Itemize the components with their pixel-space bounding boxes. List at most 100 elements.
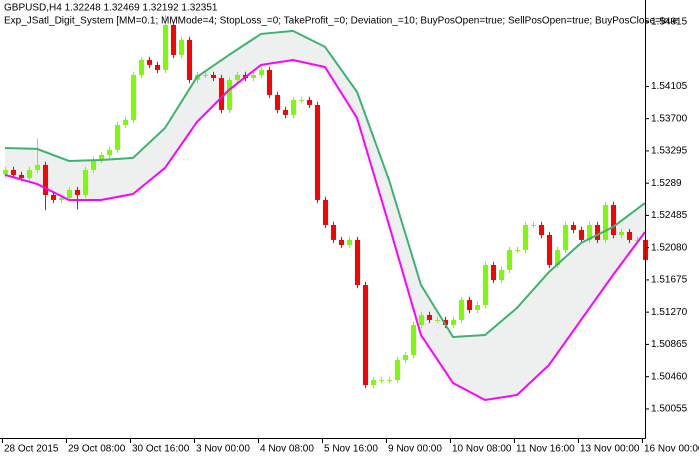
y-tick-label: 1.5289: [651, 178, 682, 189]
y-tick-label: 1.51270: [651, 307, 688, 318]
candle-body: [379, 380, 384, 382]
candle-body: [59, 197, 64, 200]
candle-body: [187, 39, 192, 80]
x-tick-label: 28 Oct 2015: [4, 444, 59, 455]
chart-subtitle: Exp_JSatl_Digit_System [MM=0.1; MMMode=4…: [4, 16, 679, 27]
indicator-line: [4, 58, 646, 402]
candle-body: [507, 249, 512, 270]
candle-body: [315, 104, 320, 200]
candle-body: [395, 360, 400, 381]
candle-body: [91, 159, 96, 170]
y-tick-label: 1.50865: [651, 339, 688, 350]
candle-body: [595, 224, 600, 240]
candle-body: [603, 204, 608, 240]
candle-body: [571, 224, 576, 230]
y-tick-label: 1.53700: [651, 113, 688, 124]
candle-body: [163, 24, 168, 70]
candle-body: [611, 204, 616, 236]
y-tick-label: 1.53295: [651, 146, 688, 157]
x-tick-label: 13 Nov 00:00: [580, 444, 640, 455]
y-tick-label: 1.51675: [651, 275, 688, 286]
x-tick-label: 9 Nov 00:00: [388, 444, 442, 455]
y-tick-label: 1.54105: [651, 81, 688, 92]
x-tick-label: 16 Nov 00:00: [644, 444, 699, 455]
candle-body: [347, 239, 352, 245]
y-tick-label: 1.50055: [651, 404, 688, 415]
candle-body: [587, 224, 592, 240]
candle-body: [219, 77, 224, 110]
candle-body: [99, 154, 104, 160]
candle-body: [451, 319, 456, 325]
candle-body: [227, 79, 232, 110]
candle-body: [363, 285, 368, 386]
candle-body: [411, 324, 416, 356]
candle-body: [371, 380, 376, 386]
y-tick-label: 1.54915: [651, 17, 688, 28]
plot-area: [3, 15, 648, 402]
candle-body: [339, 239, 344, 245]
candle-body: [403, 355, 408, 361]
x-tick-label: 3 Nov 00:00: [196, 444, 250, 455]
candle-body: [547, 235, 552, 265]
candle-body: [491, 264, 496, 281]
chart-title: GBPUSD,H4 1.32248 1.32469 1.32192 1.3235…: [4, 3, 218, 14]
candle-body: [563, 224, 568, 250]
candle-body: [139, 59, 144, 75]
candle-body: [627, 231, 632, 240]
candle-body: [435, 319, 440, 321]
candle-body: [355, 239, 360, 286]
candle-body: [155, 64, 160, 70]
candle-body: [171, 24, 176, 55]
x-tick-label: 5 Nov 16:00: [324, 444, 378, 455]
candle-body: [203, 74, 208, 76]
candle-body: [259, 69, 264, 75]
x-tick-label: 29 Oct 08:00: [68, 444, 126, 455]
candle-body: [67, 189, 72, 198]
y-tick-label: 1.50460: [651, 371, 688, 382]
candle-body: [291, 99, 296, 115]
candle-body: [115, 124, 120, 150]
candle-body: [619, 231, 624, 236]
candle-body: [235, 74, 240, 80]
candle-body: [427, 314, 432, 320]
candle-body: [19, 174, 24, 178]
candle-body: [283, 109, 288, 115]
candle-body: [579, 229, 584, 240]
candle-body: [539, 224, 544, 236]
candle-body: [467, 299, 472, 311]
candle-body: [11, 169, 16, 175]
candle-body: [211, 74, 216, 78]
candle-body: [331, 224, 336, 240]
candle-body: [179, 39, 184, 55]
candle-body: [483, 264, 488, 306]
candle-body: [523, 224, 528, 250]
candle-body: [107, 149, 112, 155]
y-tick-label: 1.52080: [651, 242, 688, 253]
candle-body: [35, 164, 40, 170]
candle-body: [387, 380, 392, 382]
candle-body: [83, 169, 88, 195]
candle-body: [123, 119, 128, 125]
y-tick-label: 1.52485: [651, 210, 688, 221]
candle-body: [131, 74, 136, 120]
candle-body: [75, 189, 80, 195]
candle-body: [459, 299, 464, 320]
x-tick-label: 30 Oct 16:00: [132, 444, 190, 455]
candle-body: [419, 314, 424, 325]
candle-body: [27, 169, 32, 178]
candle-body: [43, 164, 48, 195]
candle-body: [443, 319, 448, 325]
candle-body: [3, 169, 8, 175]
indicator-line: [4, 29, 646, 339]
candle-body: [531, 224, 536, 226]
candle-body: [475, 305, 480, 311]
x-tick-label: 4 Nov 08:00: [260, 444, 314, 455]
x-tick-label: 10 Nov 08:00: [452, 444, 512, 455]
x-tick-label: 11 Nov 16:00: [516, 444, 575, 455]
candle-body: [555, 249, 560, 265]
candle-body: [251, 74, 256, 78]
candle-body: [515, 249, 520, 251]
candle-body: [51, 194, 56, 200]
